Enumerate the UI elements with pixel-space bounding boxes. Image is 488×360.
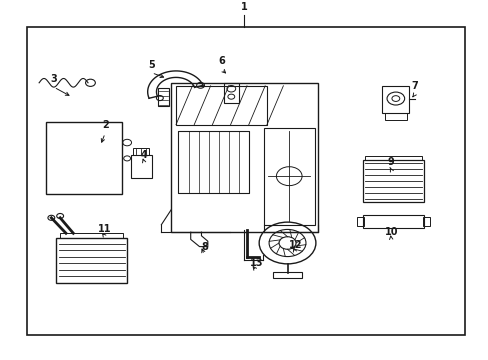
Bar [133,148,149,155]
Bar [56,238,127,283]
Bar [365,156,421,160]
Text: 7: 7 [410,81,417,91]
Bar [382,86,408,113]
Bar [224,83,238,103]
Bar [272,272,302,278]
Bar [178,131,248,193]
Bar [384,113,406,120]
Bar [176,86,266,125]
Bar [60,233,123,238]
Text: 9: 9 [387,157,394,167]
Text: 10: 10 [384,226,397,237]
Bar [27,27,464,335]
Bar [46,122,122,194]
Bar [131,155,151,178]
Text: 12: 12 [288,240,302,250]
Text: 13: 13 [249,258,263,268]
Text: 6: 6 [218,56,224,66]
Bar [362,215,423,228]
Text: 3: 3 [50,74,57,84]
Text: 8: 8 [201,242,207,252]
Bar [422,217,429,226]
Text: 1: 1 [241,1,247,12]
Bar [362,160,423,202]
Bar [158,88,168,106]
Text: 11: 11 [98,224,112,234]
Bar [171,83,317,232]
Bar [263,128,314,225]
Text: 4: 4 [141,150,147,160]
Text: 5: 5 [148,60,155,70]
Text: 2: 2 [102,120,108,130]
Bar [356,217,363,226]
